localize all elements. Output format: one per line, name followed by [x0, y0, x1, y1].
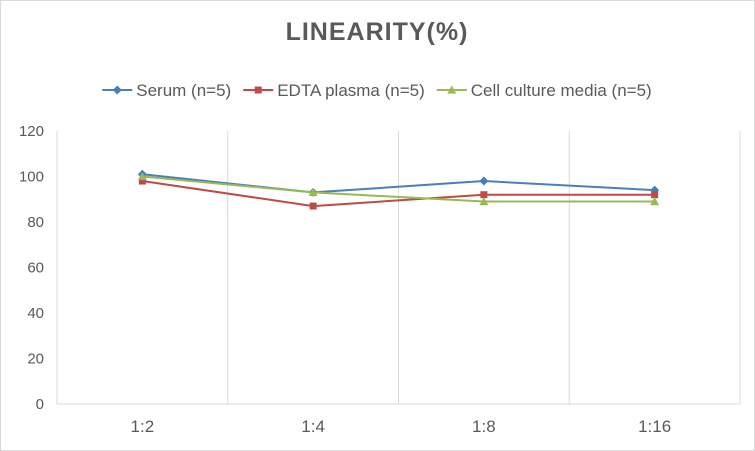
data-point [137, 172, 147, 181]
series-layer [137, 169, 660, 210]
legend-label: EDTA plasma (n=5) [277, 81, 425, 100]
y-tick-label: 100 [19, 169, 44, 186]
data-point [308, 187, 318, 197]
data-point [138, 177, 146, 185]
series-line [142, 173, 655, 194]
legend-marker [254, 86, 262, 94]
data-point [479, 176, 489, 186]
legend-item-2: EDTA plasma (n=5) [243, 81, 425, 100]
legend-label: Serum (n=5) [136, 81, 231, 100]
legend-marker [112, 85, 122, 95]
legend-label: Cell culture media (n=5) [471, 81, 652, 100]
series-2 [138, 177, 659, 210]
y-tick-label: 40 [27, 305, 44, 322]
series-line [142, 175, 655, 203]
y-tick-label: 120 [19, 123, 44, 140]
data-point [651, 191, 659, 199]
x-tick-label: 1:2 [131, 417, 155, 436]
data-point [650, 197, 660, 206]
series-line [142, 180, 655, 208]
y-tick-label: 80 [27, 214, 44, 231]
x-tick-label: 1:8 [472, 417, 496, 436]
data-point [309, 202, 317, 210]
grid-lines [56, 131, 741, 404]
y-tick-label: 20 [27, 351, 44, 368]
axes: 0 20 40 60 80 100 120 1:2 1:4 1:8 1:16 [19, 123, 740, 436]
y-tick-label: 60 [27, 260, 44, 277]
data-point [479, 197, 489, 206]
chart-title: LINEARITY(%) [286, 18, 469, 46]
legend: Serum (n=5) EDTA plasma (n=5) Cell culture… [102, 81, 652, 100]
data-point [480, 191, 488, 199]
x-tick-label: 1:16 [638, 417, 671, 436]
legend-marker [447, 85, 457, 94]
series-3 [137, 172, 660, 206]
x-tick-label: 1:4 [301, 417, 325, 436]
legend-item-3: Cell culture media (n=5) [436, 81, 652, 100]
legend-item-1: Serum (n=5) [102, 81, 231, 100]
y-tick-label: 0 [36, 396, 44, 413]
